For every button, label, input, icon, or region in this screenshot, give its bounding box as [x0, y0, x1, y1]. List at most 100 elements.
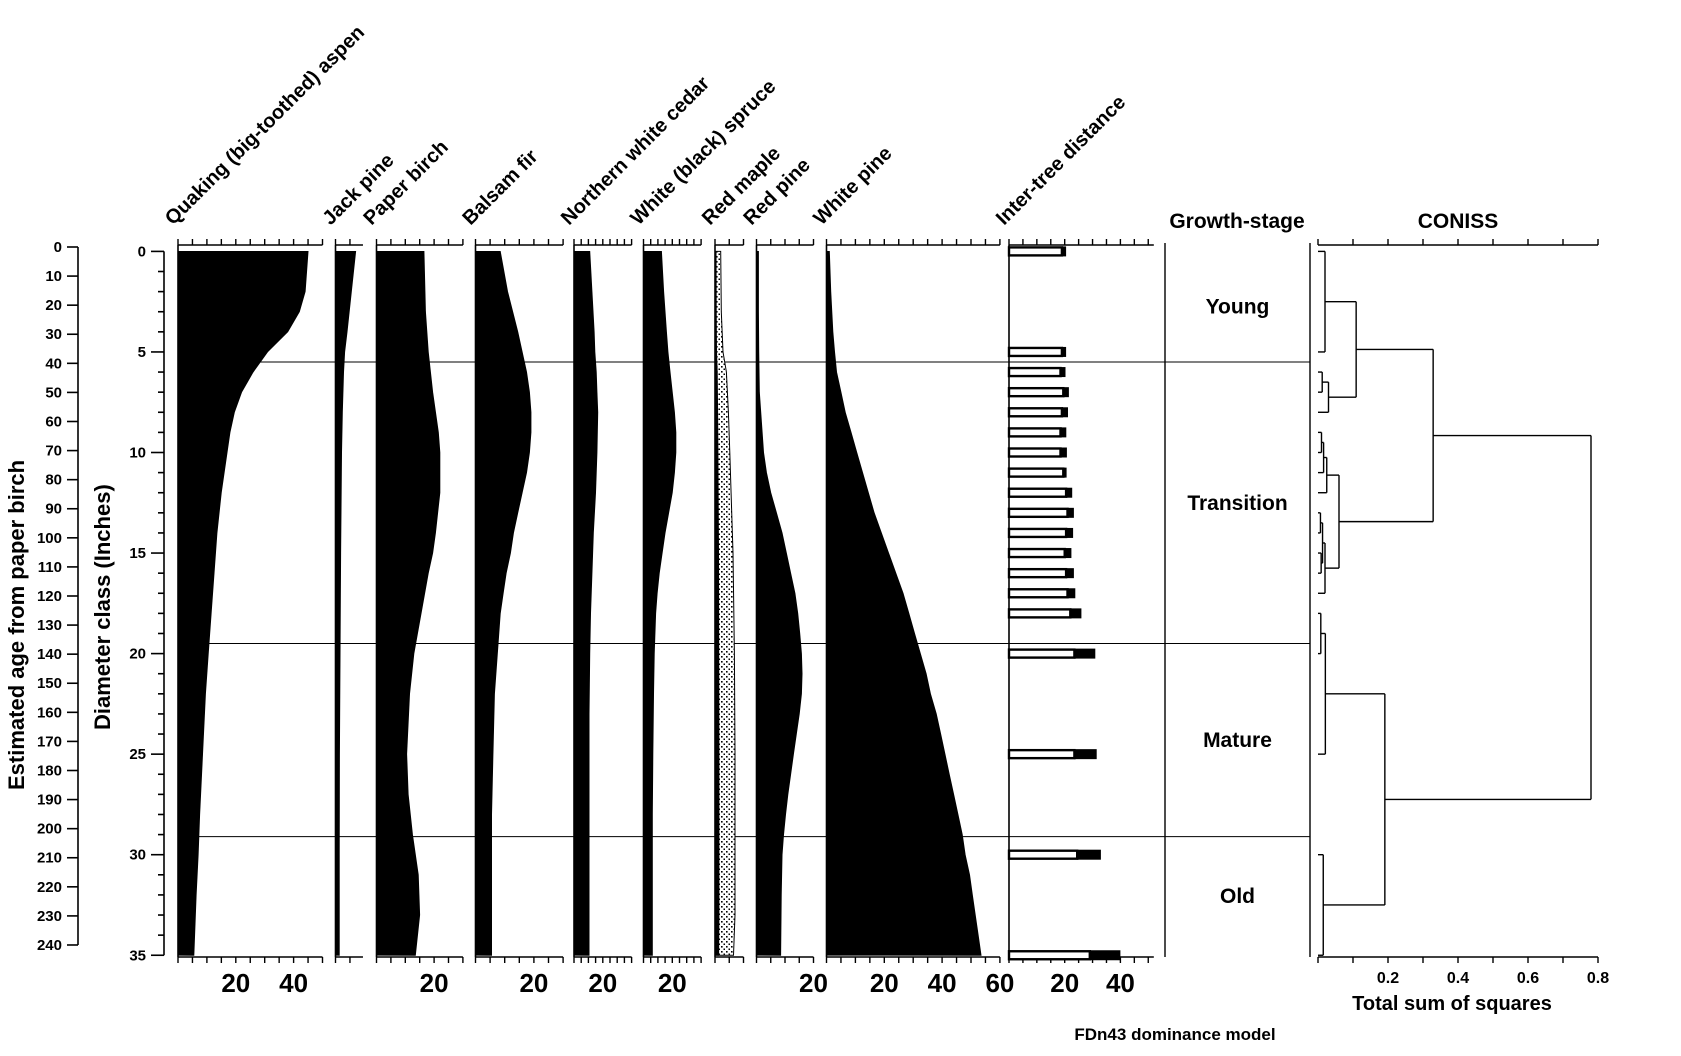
coniss-xaxis-title: Total sum of squares — [1352, 993, 1552, 1015]
species-silhouette-exaggerated — [714, 250, 736, 956]
coniss-tick-label: 0.6 — [1517, 970, 1539, 987]
panel-value-label: 20 — [870, 968, 899, 998]
species-silhouette — [714, 250, 720, 956]
panel-value-label: 20 — [588, 968, 617, 998]
diameter-axis-title: Diameter class (Inches) — [90, 484, 115, 730]
intertree-bar-solid-tip — [1060, 447, 1067, 458]
intertree-bar-solid-tip — [1066, 527, 1074, 538]
age-tick-label: 220 — [37, 879, 62, 896]
intertree-bar-open — [1007, 567, 1068, 579]
age-tick-label: 90 — [45, 501, 62, 518]
panel-value-label: 40 — [1106, 968, 1135, 998]
age-tick-label: 180 — [37, 762, 62, 779]
panel-value-label: 20 — [420, 968, 449, 998]
intertree-bar-open — [1007, 346, 1064, 358]
diameter-tick-label: 35 — [129, 947, 146, 964]
intertree-bar-solid-tip — [1061, 246, 1067, 257]
age-axis-title: Estimated age from paper birch — [4, 460, 29, 790]
age-tick-label: 30 — [45, 326, 62, 343]
intertree-header: Inter-tree distance — [992, 91, 1130, 229]
age-tick-label: 100 — [37, 530, 62, 547]
intertree-bar-solid-tip — [1077, 849, 1101, 860]
diameter-axis: 0 5 10 15 20 25 30 35 — [129, 243, 165, 964]
growth-stage-label: Mature — [1203, 729, 1272, 752]
intertree-bar-open — [1007, 246, 1064, 257]
intertree-bar-open — [1007, 487, 1068, 498]
intertree-bar-open — [1007, 386, 1065, 398]
intertree-bar-solid-tip — [1070, 608, 1082, 619]
species-panel: 20 40 60 White pine — [809, 142, 1014, 998]
growth-stage-column: Young Transition Mature Old — [1164, 243, 1311, 957]
age-tick-label: 20 — [45, 297, 62, 314]
intertree-bar-solid-tip — [1061, 407, 1068, 418]
age-tick-label: 130 — [37, 617, 62, 634]
age-tick-label: 40 — [45, 355, 62, 372]
intertree-bar-open — [1007, 507, 1069, 519]
age-tick-label: 70 — [45, 443, 62, 460]
intertree-bar-solid-tip — [1063, 387, 1069, 398]
age-tick-label: 110 — [38, 559, 62, 576]
intertree-bar-solid-tip — [1063, 467, 1067, 478]
intertree-bar-open — [1007, 467, 1065, 478]
coniss-tick-label: 0.8 — [1587, 970, 1609, 987]
intertree-bar-open — [1007, 748, 1076, 760]
species-panel: 20 Balsam fir — [458, 145, 564, 998]
intertree-bar-solid-tip — [1067, 588, 1076, 599]
diameter-tick-label: 10 — [129, 445, 146, 462]
model-note: FDn43 dominance model — [1074, 1025, 1275, 1044]
species-silhouette — [177, 250, 309, 956]
panel-value-label: 20 — [1050, 968, 1079, 998]
intertree-bar-solid-tip — [1060, 367, 1066, 378]
age-tick-label: 150 — [37, 675, 62, 692]
growth-stage-label: Transition — [1187, 492, 1287, 515]
age-tick-label: 160 — [37, 704, 62, 721]
growth-stage-label: Old — [1220, 885, 1255, 908]
intertree-bar-solid-tip — [1089, 950, 1121, 961]
diameter-tick-label: 15 — [129, 545, 146, 562]
age-tick-label: 190 — [37, 792, 62, 809]
age-tick-label: 170 — [37, 733, 62, 750]
intertree-bar-solid-tip — [1064, 548, 1072, 559]
intertree-bar-open — [1007, 366, 1062, 378]
growth-stage-label: Young — [1206, 296, 1270, 319]
panel-value-label: 40 — [279, 968, 308, 998]
species-silhouette — [756, 250, 803, 956]
age-tick-label: 230 — [37, 908, 62, 925]
intertree-bar-open — [1007, 527, 1068, 539]
intertree-bar-open — [1007, 427, 1062, 438]
age-tick-label: 60 — [45, 413, 62, 430]
coniss-tick-label: 0.4 — [1447, 970, 1469, 987]
diameter-tick-label: 25 — [129, 746, 146, 763]
intertree-bar-solid-tip — [1060, 427, 1067, 438]
intertree-bar-solid-tip — [1074, 648, 1096, 659]
diameter-tick-label: 20 — [129, 646, 146, 663]
age-axis: 0 10 20 30 40 50 60 70 80 90 100 110 120 130 140 150 160… — [37, 239, 79, 954]
age-tick-label: 210 — [37, 850, 62, 867]
coniss-tick-label: 0.2 — [1377, 970, 1399, 987]
intertree-distance-panel: 20 40 Inter-tree distance — [992, 91, 1154, 998]
panel-value-label: 60 — [985, 968, 1014, 998]
species-silhouette — [376, 250, 441, 956]
panel-value-label: 40 — [928, 968, 957, 998]
intertree-bar-open — [1007, 407, 1064, 418]
growth-stage-boundary-lines — [178, 361, 1310, 838]
species-silhouette — [475, 250, 532, 956]
intertree-bar-open — [1007, 447, 1062, 458]
intertree-bar-open — [1007, 648, 1076, 659]
species-silhouette — [335, 250, 357, 956]
panel-value-label: 20 — [658, 968, 687, 998]
intertree-bar-solid-tip — [1066, 487, 1073, 498]
age-tick-label: 80 — [45, 472, 62, 489]
coniss-panel: 0.2 0.4 0.6 0.8 — [1317, 239, 1609, 987]
age-tick-label: 10 — [45, 268, 62, 285]
age-tick-label: 120 — [37, 588, 62, 605]
age-tick-label: 0 — [54, 239, 62, 256]
panel-value-label: 20 — [799, 968, 828, 998]
diameter-tick-label: 5 — [138, 344, 146, 361]
age-tick-label: 50 — [45, 384, 62, 401]
intertree-bar-solid-tip — [1074, 749, 1097, 760]
